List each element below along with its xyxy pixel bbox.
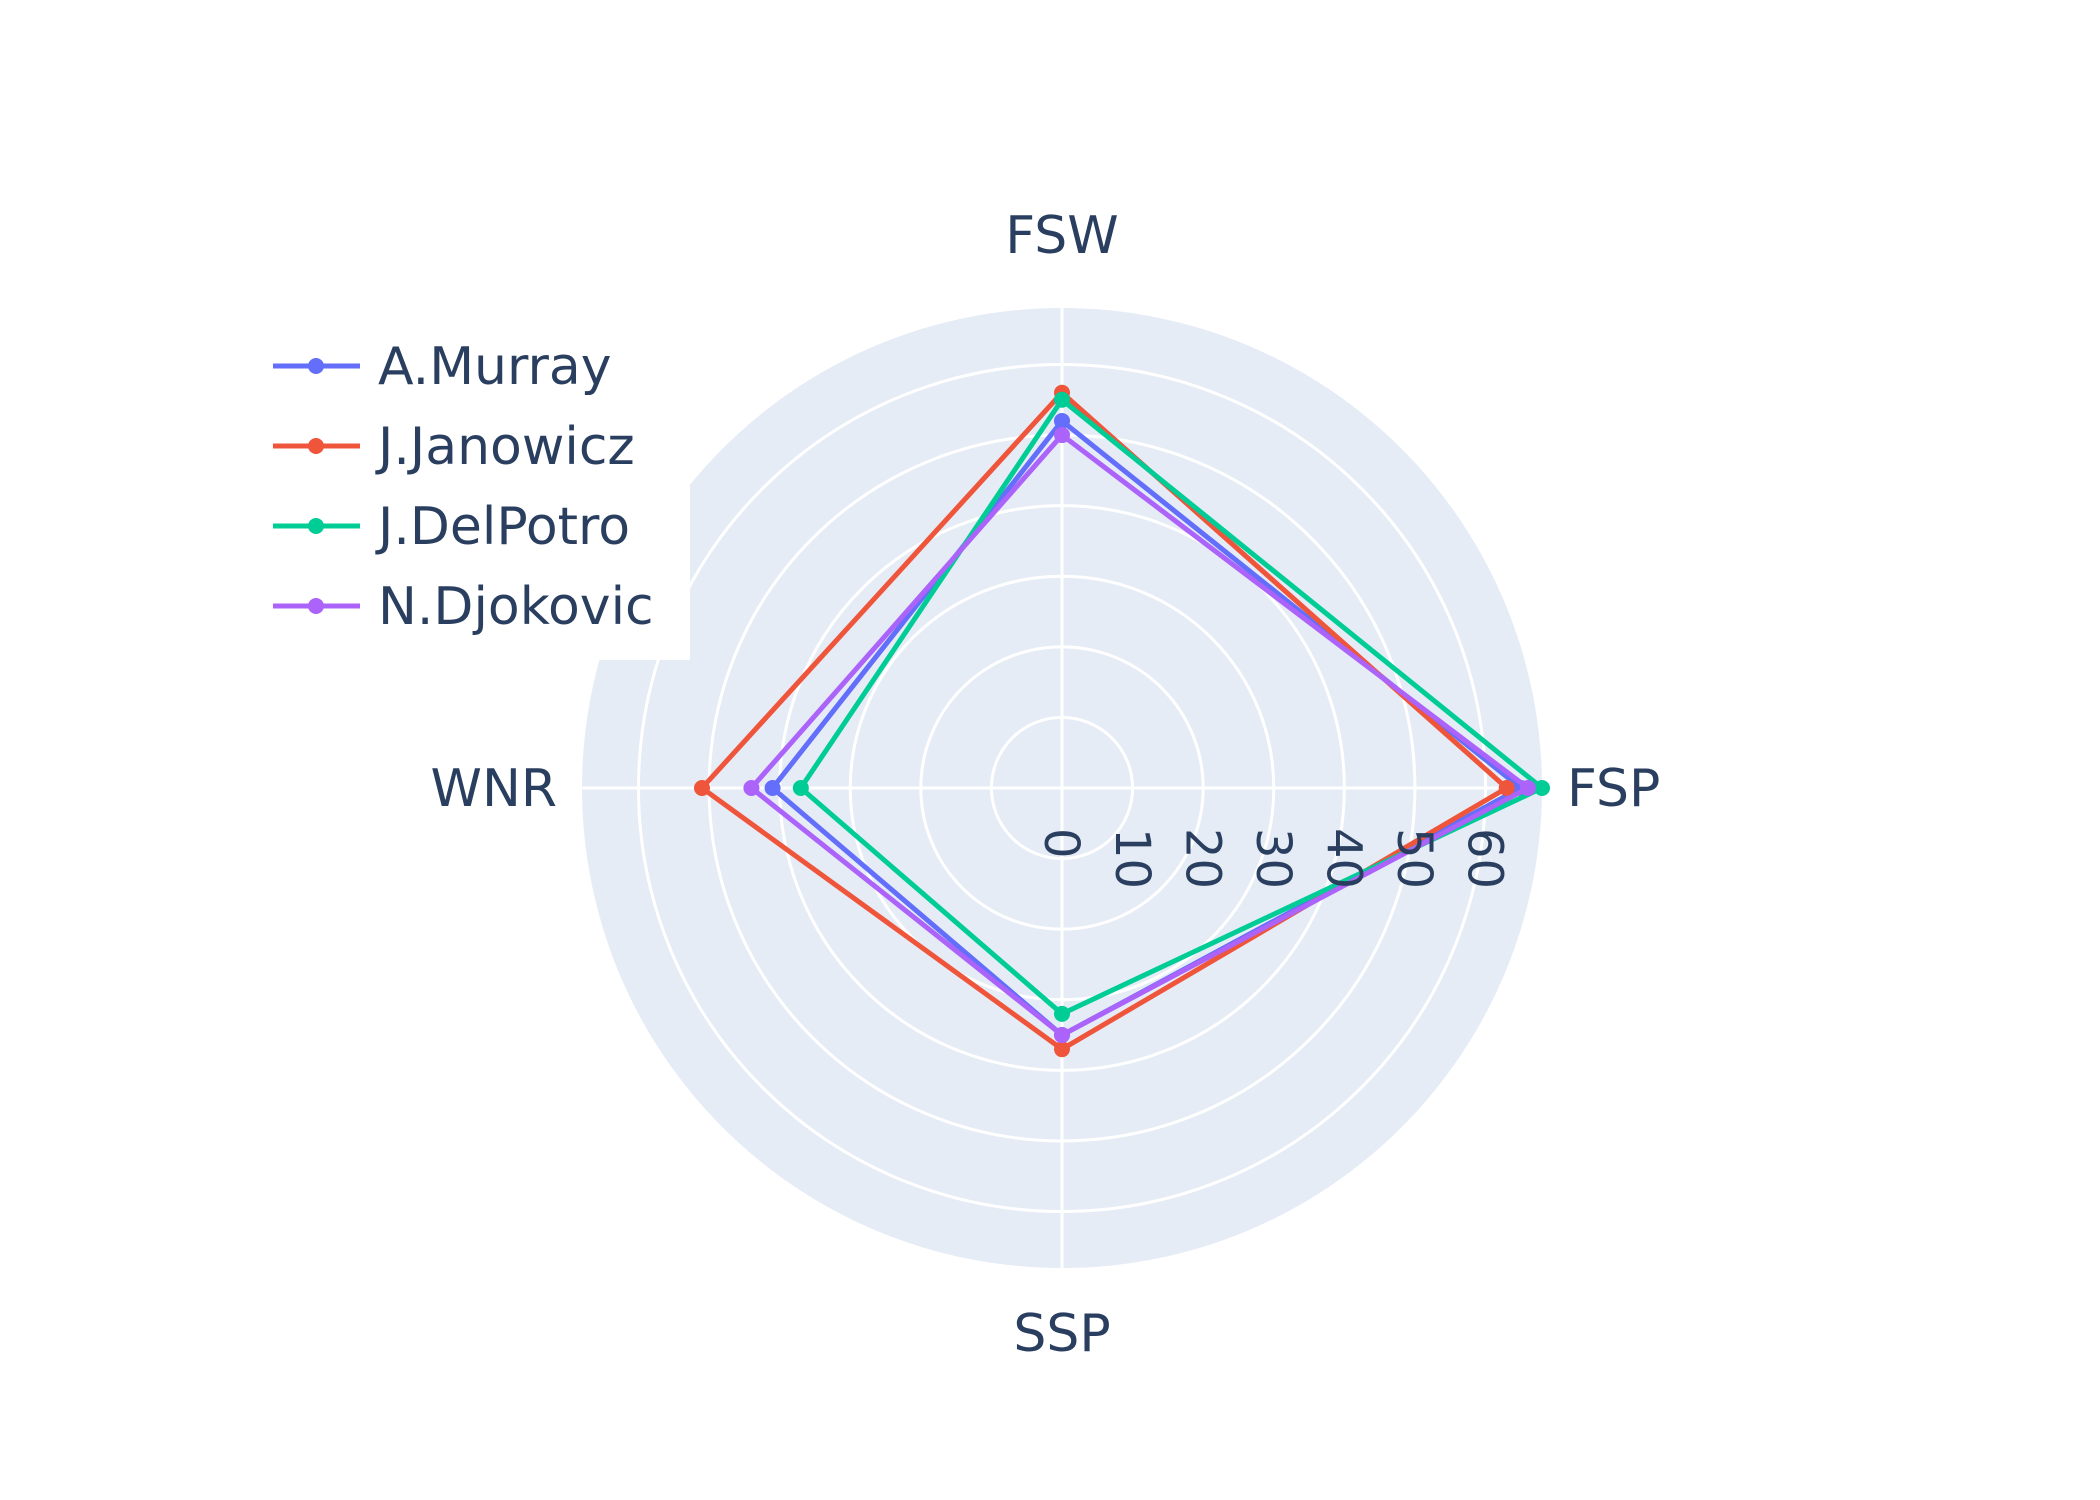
data-point (1498, 780, 1515, 796)
data-point (1519, 780, 1536, 796)
radial-tick-label: 0 (1033, 828, 1089, 859)
legend[interactable]: A.Murray J.Janowicz J.DelPotro N.Djokovic (250, 320, 690, 660)
legend-item[interactable]: N.Djokovic (273, 577, 654, 637)
legend-label: J.Janowicz (375, 417, 635, 477)
data-point (694, 780, 710, 796)
axis-label-fsp: FSP (1567, 759, 1660, 819)
axis-label-fsw: FSW (1005, 206, 1118, 266)
data-point (1054, 412, 1070, 429)
data-point (1054, 1027, 1070, 1044)
data-point (1054, 1005, 1070, 1022)
angular-axis-labels: FSW FSP SSP WNR (431, 206, 1661, 1364)
data-point (743, 780, 760, 796)
series-j-delpotro (792, 391, 1550, 1022)
series-n-djokovic (743, 427, 1536, 1044)
radial-tick-label: 20 (1174, 828, 1230, 889)
legend-marker (308, 598, 324, 614)
legend-label: J.DelPotro (375, 497, 630, 557)
axis-label-wnr: WNR (431, 759, 557, 819)
series-layer (694, 384, 1550, 1058)
radial-tick-label: 40 (1316, 828, 1372, 889)
radial-tick-label: 30 (1245, 828, 1301, 889)
series-j-janowicz (694, 384, 1515, 1058)
legend-item[interactable]: J.Janowicz (273, 417, 635, 477)
radial-tick-labels: 0 10 20 30 40 50 60 (1033, 828, 1513, 889)
data-point (1054, 427, 1070, 444)
axis-label-ssp: SSP (1013, 1304, 1110, 1364)
legend-label: A.Murray (378, 337, 612, 397)
radial-tick-label: 60 (1457, 828, 1513, 889)
legend-label: N.Djokovic (378, 577, 654, 637)
data-point (1534, 780, 1550, 796)
legend-marker (308, 358, 324, 374)
radial-tick-label: 50 (1386, 828, 1442, 889)
legend-marker (308, 438, 324, 454)
data-point (792, 780, 809, 796)
data-point (764, 780, 781, 796)
data-point (1054, 1041, 1070, 1058)
legend-item[interactable]: A.Murray (273, 337, 612, 397)
radial-tick-label: 10 (1104, 828, 1160, 889)
data-point (1054, 391, 1070, 408)
legend-marker (308, 518, 324, 534)
legend-item[interactable]: J.DelPotro (273, 497, 630, 557)
